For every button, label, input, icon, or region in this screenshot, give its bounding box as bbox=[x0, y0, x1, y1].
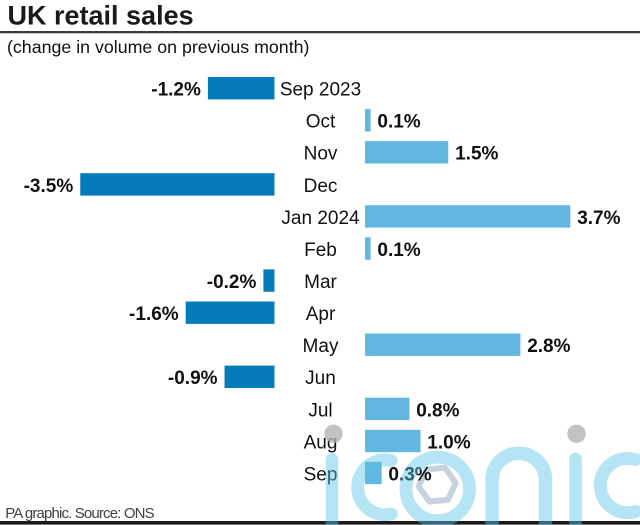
svg-text:PA graphic. Source: ONS: PA graphic. Source: ONS bbox=[5, 505, 154, 522]
svg-text:Nov: Nov bbox=[304, 144, 338, 165]
svg-text:Sep: Sep bbox=[304, 464, 338, 485]
svg-text:May: May bbox=[303, 336, 339, 357]
svg-text:-1.2%: -1.2% bbox=[151, 80, 201, 101]
svg-text:-0.2%: -0.2% bbox=[207, 272, 257, 293]
svg-text:Apr: Apr bbox=[306, 304, 336, 325]
svg-text:-0.9%: -0.9% bbox=[168, 368, 218, 389]
svg-text:Oct: Oct bbox=[306, 112, 336, 133]
svg-text:(change in volume on previous: (change in volume on previous month) bbox=[7, 37, 309, 57]
svg-text:Mar: Mar bbox=[304, 272, 337, 293]
svg-text:-3.5%: -3.5% bbox=[24, 176, 74, 197]
svg-text:Jul: Jul bbox=[308, 400, 332, 421]
svg-text:2.8%: 2.8% bbox=[527, 336, 570, 357]
svg-text:0.3%: 0.3% bbox=[388, 464, 431, 485]
svg-text:0.1%: 0.1% bbox=[377, 112, 420, 133]
svg-text:UK retail sales: UK retail sales bbox=[8, 1, 194, 31]
svg-text:0.1%: 0.1% bbox=[377, 240, 420, 261]
svg-text:1.5%: 1.5% bbox=[455, 144, 498, 165]
svg-text:Feb: Feb bbox=[304, 240, 337, 261]
svg-text:Jan 2024: Jan 2024 bbox=[281, 208, 360, 229]
svg-text:3.7%: 3.7% bbox=[577, 208, 620, 229]
svg-text:Sep 2023: Sep 2023 bbox=[280, 80, 361, 101]
svg-text:Jun: Jun bbox=[305, 368, 336, 389]
svg-text:0.8%: 0.8% bbox=[416, 400, 459, 421]
svg-text:Dec: Dec bbox=[304, 176, 338, 197]
svg-text:-1.6%: -1.6% bbox=[129, 304, 179, 325]
svg-text:1.0%: 1.0% bbox=[427, 432, 470, 453]
